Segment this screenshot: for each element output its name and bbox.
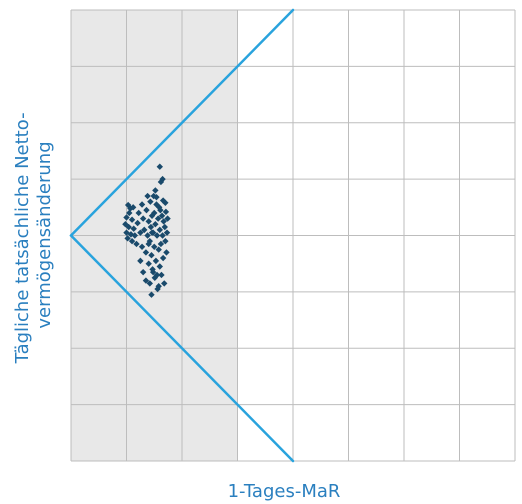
data-point [151,209,158,217]
data-point [163,229,171,236]
x-axis-title: 1-Tages-MaR [228,481,341,502]
y-axis-title: Tägliche tatsächliche Netto- vermögensän… [12,107,55,365]
data-point [127,205,134,212]
data-point [161,223,168,231]
data-points [122,163,171,298]
data-point [157,206,164,214]
data-point [144,192,151,200]
data-point [164,215,171,222]
data-point [153,193,160,201]
data-point [139,215,147,222]
data-point [131,232,139,239]
data-point [157,178,165,186]
data-point [145,218,152,225]
data-point [151,243,158,250]
data-point [128,237,136,245]
data-point [156,226,163,234]
data-point [154,215,162,222]
data-point [153,201,160,208]
data-point [159,254,167,262]
data-point [123,214,130,221]
data-point [147,223,155,231]
data-point [158,271,165,279]
data-point [145,260,152,267]
data-point [145,240,152,248]
y-axis-title-line-1: Tägliche tatsächliche Netto- [12,112,33,364]
data-point [149,268,157,276]
data-point [142,277,150,284]
data-point [148,229,156,236]
data-point [162,237,169,245]
boundary-line-lower [69,234,295,463]
data-point [147,198,154,205]
data-point [144,232,151,239]
data-point [137,229,144,236]
data-point [163,249,170,256]
data-point [129,204,137,211]
data-point [159,175,166,183]
data-point [152,257,160,265]
data-point [126,209,133,217]
data-point [128,216,136,223]
data-point [156,163,163,170]
data-point [123,229,130,236]
data-point [159,232,166,239]
data-point [141,226,148,234]
data-point [161,280,168,287]
data-point [162,208,170,216]
data-point [146,280,154,287]
data-point [148,252,155,259]
data-point [153,232,161,239]
data-point [148,291,155,298]
data-point [162,199,169,207]
data-point [153,271,161,279]
data-point [135,209,142,217]
data-point [139,268,147,276]
data-point [138,201,146,208]
data-point [134,219,141,227]
y-axis-title-line-2: vermögensänderung [34,141,55,328]
data-point [137,257,144,265]
data-point [156,204,163,211]
data-point [130,225,137,232]
data-point [157,240,165,248]
data-point [152,187,159,194]
boundary-lines [69,8,295,463]
data-point [152,221,159,228]
data-point [124,235,131,242]
data-point [125,223,132,231]
data-point [155,283,162,290]
data-point [142,249,150,256]
data-point [160,218,167,225]
data-point [155,246,162,253]
data-point [156,263,163,270]
data-point [138,243,146,250]
data-point [158,212,166,219]
data-point [133,240,140,248]
data-point [143,206,150,214]
boundary-line-upper [69,8,295,237]
